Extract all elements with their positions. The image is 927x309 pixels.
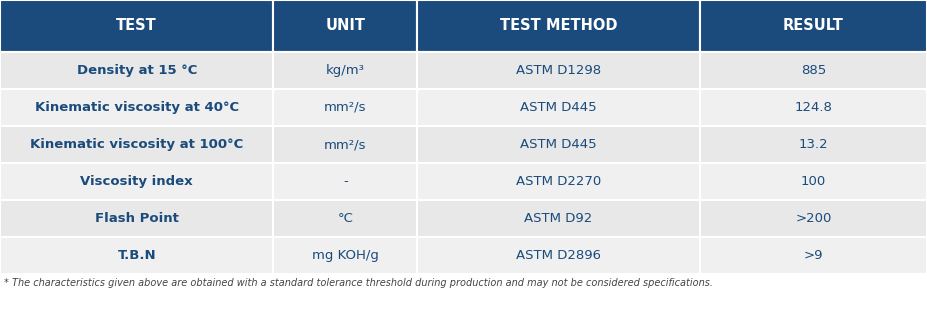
Bar bbox=[700, 200, 927, 237]
Text: kg/m³: kg/m³ bbox=[326, 64, 364, 77]
Bar bbox=[273, 52, 417, 89]
Text: TEST: TEST bbox=[117, 19, 157, 33]
Text: ASTM D2270: ASTM D2270 bbox=[516, 175, 601, 188]
Bar bbox=[0, 126, 273, 163]
Bar bbox=[700, 0, 927, 52]
Bar bbox=[417, 52, 700, 89]
Bar bbox=[0, 237, 273, 274]
Text: >200: >200 bbox=[795, 212, 832, 225]
Bar bbox=[417, 237, 700, 274]
Text: Kinematic viscosity at 100°C: Kinematic viscosity at 100°C bbox=[30, 138, 244, 151]
Text: 100: 100 bbox=[801, 175, 826, 188]
Bar bbox=[0, 0, 273, 52]
Text: Flash Point: Flash Point bbox=[95, 212, 179, 225]
Bar bbox=[273, 0, 417, 52]
Bar bbox=[700, 126, 927, 163]
Bar bbox=[273, 237, 417, 274]
Text: T.B.N: T.B.N bbox=[118, 249, 156, 262]
Text: ASTM D2896: ASTM D2896 bbox=[516, 249, 601, 262]
Bar bbox=[0, 200, 273, 237]
Bar bbox=[0, 163, 273, 200]
Text: mm²/s: mm²/s bbox=[324, 101, 366, 114]
Bar bbox=[700, 89, 927, 126]
Text: mm²/s: mm²/s bbox=[324, 138, 366, 151]
Bar bbox=[417, 200, 700, 237]
Text: RESULT: RESULT bbox=[783, 19, 844, 33]
Bar bbox=[417, 126, 700, 163]
Text: -: - bbox=[343, 175, 348, 188]
Text: mg KOH/g: mg KOH/g bbox=[311, 249, 379, 262]
Bar bbox=[273, 200, 417, 237]
Bar bbox=[417, 163, 700, 200]
Text: Viscosity index: Viscosity index bbox=[81, 175, 193, 188]
Text: * The characteristics given above are obtained with a standard tolerance thresho: * The characteristics given above are ob… bbox=[4, 278, 713, 288]
Text: 13.2: 13.2 bbox=[799, 138, 828, 151]
Text: 885: 885 bbox=[801, 64, 826, 77]
Bar bbox=[273, 89, 417, 126]
Bar bbox=[417, 0, 700, 52]
Bar bbox=[273, 163, 417, 200]
Text: ASTM D1298: ASTM D1298 bbox=[516, 64, 601, 77]
Text: Kinematic viscosity at 40°C: Kinematic viscosity at 40°C bbox=[34, 101, 239, 114]
Bar bbox=[700, 163, 927, 200]
Text: TEST METHOD: TEST METHOD bbox=[500, 19, 617, 33]
Bar bbox=[0, 89, 273, 126]
Bar bbox=[700, 52, 927, 89]
Bar bbox=[417, 89, 700, 126]
Text: >9: >9 bbox=[804, 249, 823, 262]
Text: °C: °C bbox=[337, 212, 353, 225]
Text: ASTM D92: ASTM D92 bbox=[525, 212, 592, 225]
Text: ASTM D445: ASTM D445 bbox=[520, 101, 597, 114]
Bar bbox=[273, 126, 417, 163]
Bar bbox=[700, 237, 927, 274]
Text: Density at 15 °C: Density at 15 °C bbox=[77, 64, 197, 77]
Text: UNIT: UNIT bbox=[325, 19, 365, 33]
Bar bbox=[0, 52, 273, 89]
Text: ASTM D445: ASTM D445 bbox=[520, 138, 597, 151]
Text: 124.8: 124.8 bbox=[794, 101, 832, 114]
